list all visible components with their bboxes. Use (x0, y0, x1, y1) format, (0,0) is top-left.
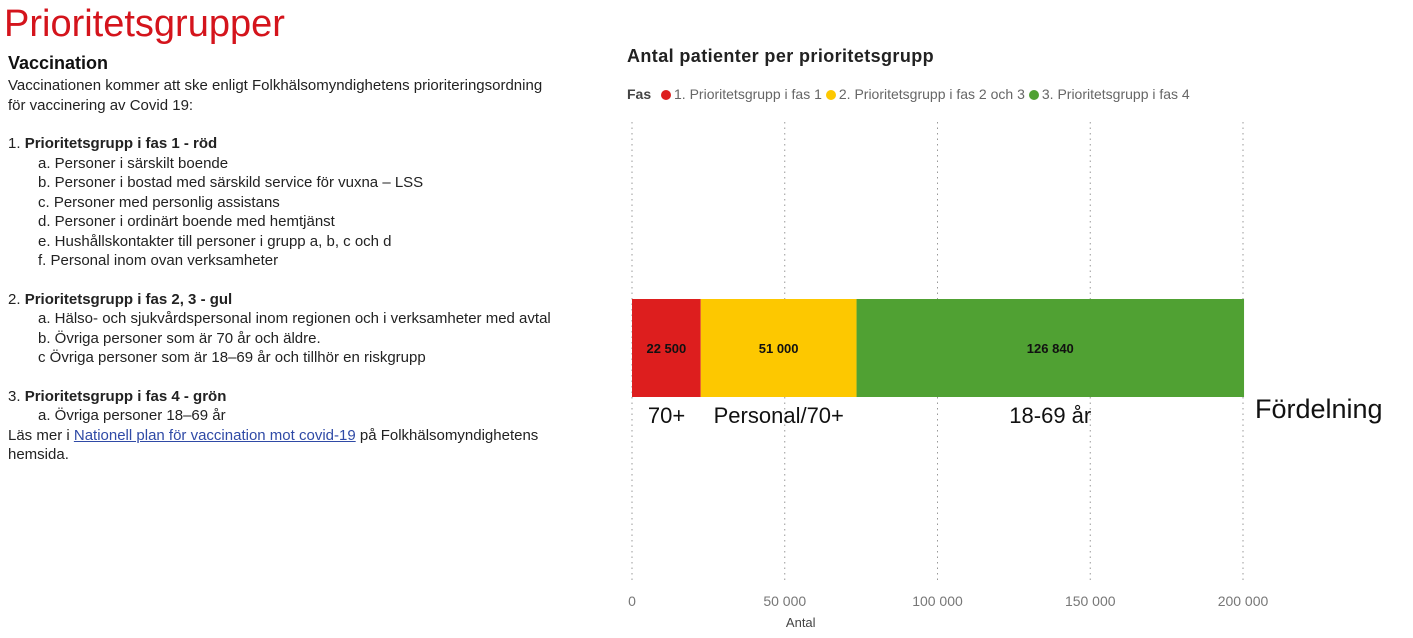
priority-group-items: a. Personer i särskilt boende b. Personer… (8, 154, 618, 271)
legend-title: Fas (627, 86, 652, 102)
priority-group-item: b. Övriga personer som är 70 år och äldr… (38, 329, 321, 347)
x-tick-label: 0 (628, 593, 636, 609)
legend-label: 2. Prioritetsgrupp i fas 2 och 3 (838, 86, 1025, 102)
priority-group-item: d. Personer i ordinärt boende med hemtjä… (38, 213, 335, 230)
page-title: Prioritetsgrupper (4, 3, 285, 45)
read-more-line-2: hemsida. (8, 446, 69, 463)
priority-group-number: 2. (8, 290, 21, 308)
priority-group: 1. Prioritetsgrupp i fas 1 - röd a. Perso… (8, 134, 618, 271)
priority-group-items: a. Övriga personer 18–69 år (8, 406, 618, 426)
vaccination-heading: Vaccination (8, 53, 109, 73)
read-more-suffix: på Folkhälsomyndighetens (355, 426, 539, 444)
priority-group-item: c Övriga personer som är 18–69 år och ti… (38, 349, 426, 366)
segment-category-label: 18-69 år (1009, 403, 1092, 428)
priority-group: 3. Prioritetsgrupp i fas 4 - grön a. Övri… (8, 387, 618, 426)
legend-item: 2. Prioritetsgrupp i fas 2 och 3 (825, 86, 1025, 102)
intro-line-2: för vaccinering av Covid 19: (8, 96, 194, 114)
legend-item: 3. Prioritetsgrupp i fas 4 (1028, 86, 1190, 102)
priority-group-heading: 3. Prioritetsgrupp i fas 4 - grön (8, 387, 618, 407)
priority-group-item: b. Personer i bostad med särskild servic… (38, 174, 424, 191)
legend-label: 1. Prioritetsgrupp i fas 1 (674, 86, 822, 102)
read-more-prefix: Läs mer i (8, 426, 74, 444)
priority-group-item: a. Hälso- och sjukvårdspersonal inom reg… (38, 310, 551, 327)
priority-group-number: 1. (8, 135, 21, 152)
priority-group-title: Prioritetsgrupp i fas 2, 3 - gul (24, 290, 233, 308)
bar-data-label: 126 840 (1027, 341, 1074, 356)
chart-legend: Fas 1. Prioritetsgrupp i fas 1 2. Priorit… (627, 86, 1194, 102)
priority-group-title: Prioritetsgrupp i fas 4 - grön (24, 387, 227, 405)
priority-group-items: a. Hälso- och sjukvårdspersonal inom reg… (8, 309, 618, 368)
priority-group-item: f. Personal inom ovan verksamheter (38, 252, 279, 269)
bar-segment (700, 299, 857, 397)
intro-text: Vaccinationen kommer att ske enligt Folk… (8, 76, 618, 115)
segment-category-label: 70+ (647, 403, 686, 428)
vaccination-info: Vaccination Vaccinationen kommer att ske… (8, 52, 618, 465)
x-tick-label: 50 000 (763, 593, 806, 609)
bar-segment (856, 299, 1245, 397)
legend-dot-icon (1028, 90, 1039, 100)
chart-title: Antal patienter per prioritetsgrupp (627, 46, 935, 66)
x-axis-title: Antal (786, 615, 816, 630)
x-tick-label: 150 000 (1065, 593, 1116, 609)
segment-category-label: Personal/70+ (713, 403, 844, 428)
priority-group-item: e. Hushållskontakter till personer i gru… (38, 232, 392, 250)
priority-group: 2. Prioritetsgrupp i fas 2, 3 - gul a. Hä… (8, 290, 618, 368)
distribution-annotation: Fördelning (1255, 394, 1383, 424)
legend-dot-icon (661, 90, 672, 100)
priority-group-item: a. Personer i särskilt boende (38, 154, 229, 172)
priority-group-item: a. Övriga personer 18–69 år (38, 407, 226, 424)
x-tick-label: 200 000 (1218, 593, 1269, 609)
priority-group-heading: 2. Prioritetsgrupp i fas 2, 3 - gul (8, 290, 618, 310)
bar-segment (632, 299, 701, 397)
legend-dot-icon (825, 90, 836, 100)
priority-group-item: c. Personer med personlig assistans (38, 193, 280, 211)
priority-group-heading: 1. Prioritetsgrupp i fas 1 - röd (8, 134, 618, 154)
read-more-text: Läs mer i Nationell plan för vaccination… (8, 426, 618, 465)
priority-group-title: Prioritetsgrupp i fas 1 - röd (24, 135, 218, 152)
national-plan-link[interactable]: Nationell plan för vaccination mot covid… (73, 426, 356, 444)
legend-item: 1. Prioritetsgrupp i fas 1 (661, 86, 822, 102)
intro-line-1: Vaccinationen kommer att ske enligt Folk… (8, 77, 543, 94)
x-tick-label: 100 000 (912, 593, 963, 609)
legend-label: 3. Prioritetsgrupp i fas 4 (1041, 86, 1190, 102)
bar-data-label: 22 500 (646, 341, 686, 356)
bar-data-label: 51 000 (759, 341, 799, 356)
priority-group-number: 3. (8, 387, 21, 405)
priority-groups-list: 1. Prioritetsgrupp i fas 1 - röd a. Perso… (8, 134, 618, 426)
